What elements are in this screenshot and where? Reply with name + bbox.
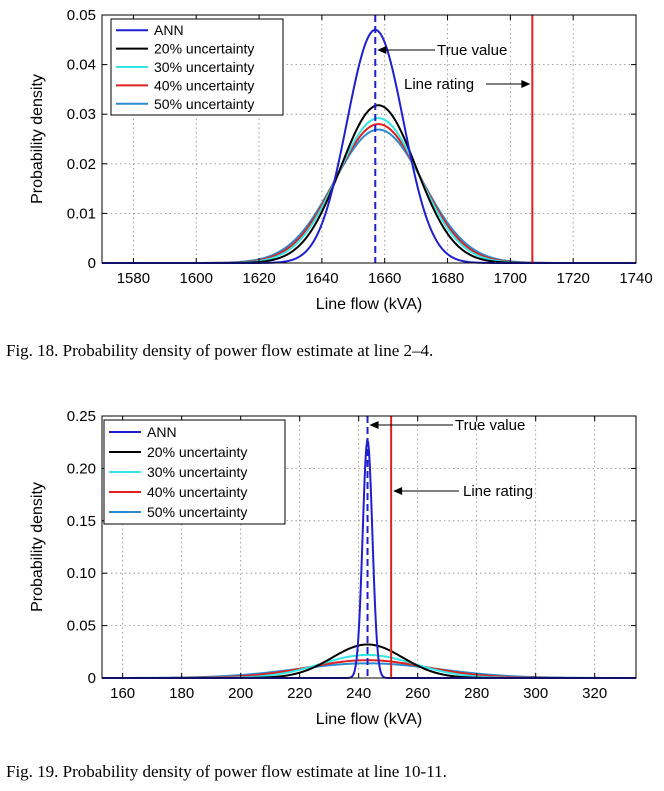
y-axis-label: Probability density (29, 74, 46, 204)
axes-frame (101, 14, 637, 264)
y-tick-label: 0 (88, 670, 96, 687)
x-tick-label: 1700 (494, 270, 527, 287)
x-tick-label: 1660 (368, 270, 401, 287)
legend-entry: 30% uncertainty (154, 59, 254, 75)
x-axis-label: Line flow (kVA) (316, 296, 422, 313)
true-value-arrow-head (369, 421, 379, 429)
x-tick-label: 180 (169, 685, 194, 702)
y-tick-label: 0.01 (67, 205, 96, 222)
x-tick-label: 1640 (305, 270, 338, 287)
y-tick-label: 0 (88, 255, 96, 272)
figure-19-caption: Fig. 19. Probability density of power fl… (6, 762, 447, 781)
x-tick-label: 280 (464, 685, 489, 702)
y-tick-label: 0.10 (67, 565, 96, 582)
legend-entry: ANN (147, 424, 177, 440)
x-tick-label: 200 (228, 685, 253, 702)
x-tick-label: 1600 (180, 270, 213, 287)
line-rating-arrow-head (393, 487, 403, 495)
y-axis-label: Probability density (29, 482, 46, 612)
x-tick-label: 1620 (242, 270, 275, 287)
axes-frame (101, 415, 637, 679)
x-tick-label: 1680 (431, 270, 464, 287)
legend-entry: 20% uncertainty (154, 41, 254, 57)
y-tick-label: 0.20 (67, 460, 96, 477)
x-tick-label: 320 (582, 685, 607, 702)
legend-entry: 40% uncertainty (147, 484, 247, 500)
x-axis-label: Line flow (kVA) (316, 711, 422, 728)
y-tick-label: 0.04 (67, 57, 96, 74)
y-tick-label: 0.05 (67, 7, 96, 24)
x-tick-label: 1580 (117, 270, 150, 287)
legend-entry: ANN (154, 22, 184, 38)
figure-18: True value Line rating 1580 1600 1620 1640 166… (0, 0, 664, 380)
chart-line-10-11: True value Line rating 160 180 200 220 240 260 2… (29, 408, 637, 728)
line-rating-arrow-head (521, 80, 531, 88)
x-tick-label: 1720 (556, 270, 589, 287)
x-tick-label: 160 (110, 685, 135, 702)
x-tick-label: 1740 (619, 270, 652, 287)
y-tick-label: 0.05 (67, 618, 96, 635)
x-tick-label: 240 (346, 685, 371, 702)
line-rating-annotation: Line rating (463, 483, 533, 500)
x-tick-label: 300 (523, 685, 548, 702)
y-tick-label: 0.25 (67, 408, 96, 425)
true-value-arrow-head (377, 46, 387, 54)
true-value-annotation: True value (455, 417, 525, 434)
line-rating-annotation: Line rating (404, 76, 474, 93)
x-tick-label: 260 (405, 685, 430, 702)
y-tick-label: 0.03 (67, 106, 96, 123)
figure-18-caption: Fig. 18. Probability density of power fl… (6, 341, 434, 360)
y-tick-label: 0.02 (67, 156, 96, 173)
legend-entry: 20% uncertainty (147, 444, 247, 460)
legend-entry: 50% uncertainty (154, 96, 254, 112)
legend-entry: 50% uncertainty (147, 504, 247, 520)
true-value-annotation: True value (437, 42, 507, 59)
legend-entry: 40% uncertainty (154, 77, 254, 93)
legend-entry: 30% uncertainty (147, 464, 247, 480)
chart-line-2-4: True value Line rating 1580 1600 1620 1640 166… (29, 7, 653, 313)
x-tick-label: 220 (287, 685, 312, 702)
figure-19: True value Line rating 160 180 200 220 240 260 2… (0, 398, 664, 791)
y-tick-label: 0.15 (67, 513, 96, 530)
